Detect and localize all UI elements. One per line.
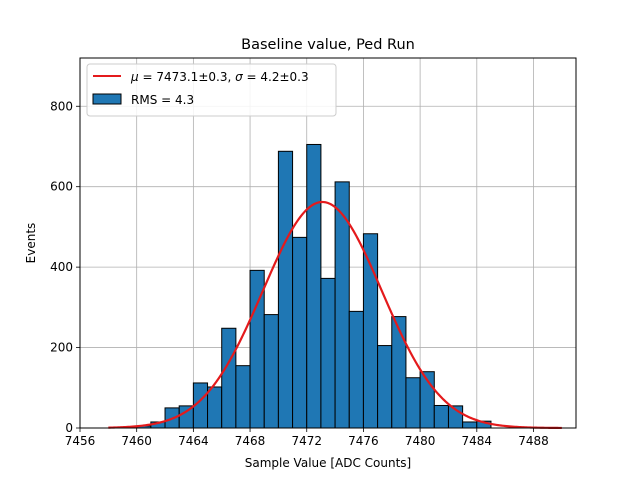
y-tick-label: 0 [65, 421, 73, 435]
histogram-bar [348, 310, 364, 429]
x-tick-label: 7476 [348, 434, 379, 448]
x-tick-label: 7472 [291, 434, 322, 448]
x-axis-label: Sample Value [ADC Counts] [245, 456, 411, 470]
legend-fit-label: μ = 7473.1±0.3, σ = 4.2±0.3 [130, 70, 309, 84]
y-tick-label: 400 [50, 260, 73, 274]
histogram-bar [221, 327, 237, 429]
histogram-bar [462, 421, 478, 429]
legend-mu-symbol: μ [130, 70, 139, 84]
histogram-bar [405, 377, 421, 429]
x-axis-ticks: 7456 7460 7464 7468 7472 7476 7480 7484 7488 [65, 428, 549, 448]
x-tick-label: 7484 [462, 434, 493, 448]
y-tick-label: 600 [50, 180, 73, 194]
gaussian-fit-curve [108, 200, 562, 430]
histogram-bar [391, 316, 407, 429]
histogram-bar [263, 314, 279, 429]
histogram-bar [433, 404, 449, 429]
histogram-bar [334, 181, 350, 429]
y-axis-label: Events [24, 223, 38, 264]
histogram-bars [136, 143, 492, 429]
y-axis-ticks: 0 200 400 600 800 [50, 99, 80, 435]
legend-box [86, 63, 337, 117]
legend: μ = 7473.1±0.3, σ = 4.2±0.3 RMS = 4.3 [86, 63, 337, 117]
legend-mu-value: = 7473.1±0.3, [139, 70, 235, 84]
histogram-bar [320, 277, 336, 429]
fit-curve-group [108, 200, 562, 430]
plot-frame [79, 57, 577, 429]
histogram-bar [292, 236, 308, 429]
chart-title: Baseline value, Ped Run [241, 37, 415, 53]
x-tick-label: 7460 [121, 434, 152, 448]
y-tick-label: 800 [50, 99, 73, 113]
x-tick-label: 7488 [518, 434, 549, 448]
legend-hist-label: RMS = 4.3 [131, 93, 194, 107]
legend-sigma-symbol: σ [235, 70, 243, 84]
histogram-bar [207, 386, 223, 429]
x-tick-label: 7456 [65, 434, 96, 448]
legend-hist-swatch [92, 93, 122, 105]
x-tick-label: 7468 [235, 434, 266, 448]
x-tick-label: 7480 [405, 434, 436, 448]
legend-sigma-value: = 4.2±0.3 [243, 70, 309, 84]
y-tick-label: 200 [50, 341, 73, 355]
histogram-bar [306, 143, 322, 429]
histogram-bar [277, 150, 294, 429]
histogram-bar [235, 365, 251, 429]
histogram-bar [377, 345, 393, 429]
x-tick-label: 7464 [178, 434, 209, 448]
